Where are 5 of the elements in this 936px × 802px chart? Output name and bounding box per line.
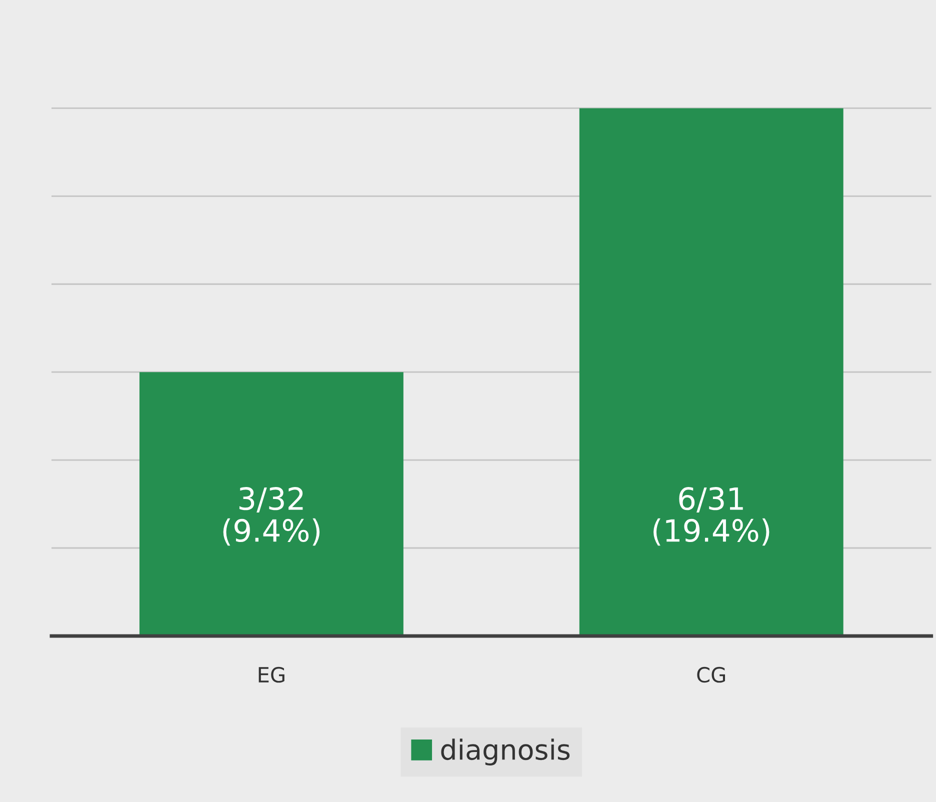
x-tick-label: EG [258,666,284,683]
data-label: 6/31 (19.4%) [654,487,770,546]
x-tick-label: CG [697,666,725,683]
data-label: 3/32 (9.4%) [223,487,320,546]
legend-label: diagnosis [441,738,570,766]
